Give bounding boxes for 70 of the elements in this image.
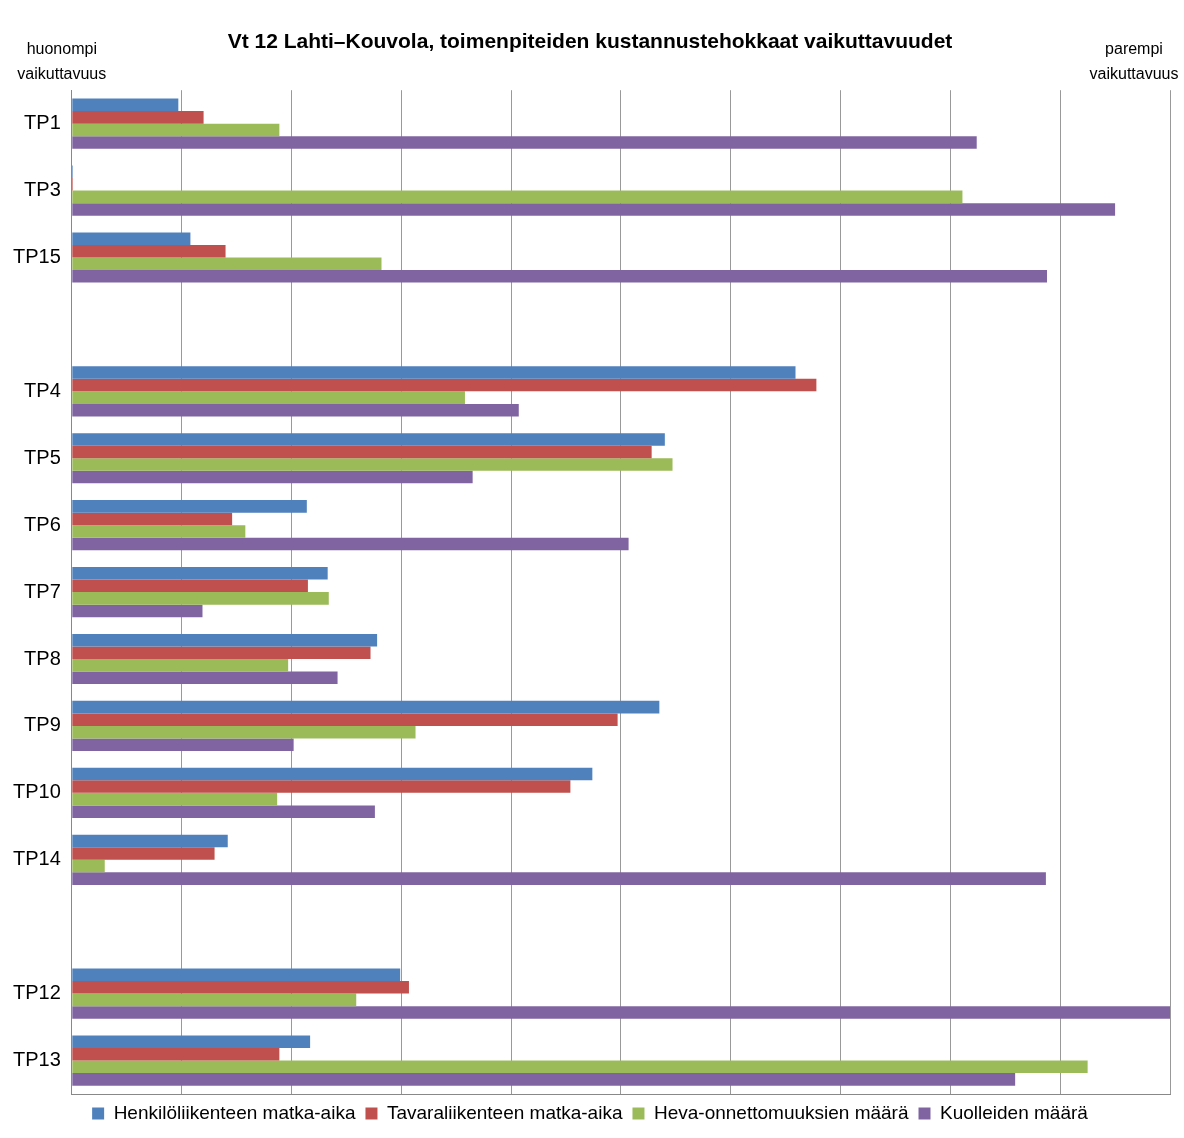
- bar: [72, 872, 1046, 885]
- legend-label: Heva-onnettomuuksien määrä: [653, 1101, 909, 1123]
- y-tick-label: TP12: [12, 981, 61, 1004]
- bar: [72, 579, 308, 593]
- y-tick-label: TP7: [24, 579, 61, 602]
- bar: [72, 203, 1116, 216]
- bar: [72, 604, 203, 618]
- y-tick-label: TP3: [24, 178, 61, 201]
- bar: [72, 725, 416, 739]
- y-tick-label: TP8: [24, 646, 61, 669]
- legend-label: Tavaraliikenteen matka-aika: [386, 1101, 623, 1123]
- bar: [72, 859, 105, 873]
- y-tick-label: TP9: [24, 713, 61, 736]
- bar: [72, 458, 673, 471]
- bar: [72, 366, 796, 379]
- text: huonompi vaikuttavuus: [17, 40, 107, 83]
- y-tick-label: TP5: [24, 445, 61, 468]
- bar: [72, 257, 382, 271]
- bar: [72, 968, 401, 982]
- bar: [72, 847, 215, 860]
- bar: [72, 1073, 1016, 1086]
- bar: [72, 633, 378, 647]
- chart-title: Vt 12 Lahti–Kouvola, toimenpiteiden kustannustehokkaat vaikuttavuudet: [227, 29, 953, 53]
- bar: [72, 512, 233, 526]
- bar: [72, 136, 977, 149]
- bar: [72, 767, 593, 781]
- bar: [72, 1006, 1170, 1019]
- bar: [72, 537, 629, 551]
- bar: [72, 1060, 1088, 1074]
- bar: [72, 659, 289, 672]
- legend-label: Henkilöliikenteen matka-aika: [113, 1101, 356, 1123]
- bar: [72, 993, 357, 1007]
- legend-label: Kuolleiden määrä: [940, 1101, 1089, 1123]
- bar: [72, 981, 409, 994]
- bar: [72, 525, 246, 538]
- text: parempi vaikuttavuus: [1089, 40, 1179, 83]
- bar: [72, 592, 329, 605]
- bar: [72, 805, 375, 818]
- bar: [72, 792, 278, 806]
- bar: [72, 1047, 280, 1061]
- y-tick-label: TP4: [24, 378, 61, 401]
- bar: [72, 500, 307, 513]
- bar: [72, 98, 179, 112]
- bar: [72, 111, 204, 124]
- bar: [72, 232, 191, 245]
- bar: [72, 1035, 311, 1048]
- bar: [72, 190, 963, 204]
- bar: [72, 738, 294, 752]
- bar: [72, 445, 652, 459]
- y-tick-label: TP13: [12, 1048, 61, 1071]
- bar: [72, 671, 338, 685]
- bar: [72, 713, 618, 726]
- y-tick-label: TP14: [12, 847, 61, 870]
- bar: [72, 700, 660, 714]
- bar: [72, 646, 371, 660]
- bar: [72, 270, 1047, 283]
- bar: [72, 567, 328, 580]
- y-tick-label: TP15: [12, 245, 61, 268]
- bar: [72, 378, 817, 392]
- y-tick-label: TP1: [24, 111, 61, 134]
- y-tick-label: TP6: [24, 512, 61, 535]
- y-tick-label: TP10: [12, 780, 61, 803]
- bar: [72, 470, 473, 484]
- bar: [72, 123, 280, 137]
- bar: [72, 391, 465, 404]
- bar: [72, 433, 665, 446]
- bar: [72, 834, 228, 848]
- bar: [72, 403, 519, 417]
- bar: [72, 780, 571, 793]
- bar: [72, 244, 226, 258]
